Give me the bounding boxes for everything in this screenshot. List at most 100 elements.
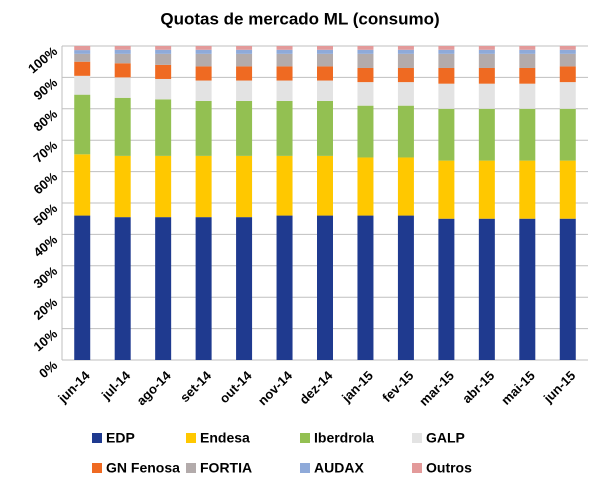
bar-segment (559, 46, 576, 50)
bar-segment (276, 53, 293, 67)
bar-segment (519, 83, 536, 109)
bar-segment (276, 215, 293, 360)
bar-segment (155, 78, 172, 100)
bar-segment (236, 49, 253, 54)
bar-segment (236, 100, 253, 156)
bar-segment (559, 160, 576, 219)
legend-swatch (186, 433, 196, 443)
bar-segment (357, 215, 374, 360)
bar-segment (559, 108, 576, 161)
bar-segment (478, 108, 495, 161)
bar-segment (357, 157, 374, 216)
y-tick-label: 10% (31, 326, 61, 354)
legend-swatch (300, 433, 310, 443)
bar-segment (357, 67, 374, 83)
bar-segment (438, 46, 455, 50)
bar-segment (559, 66, 576, 83)
bar-segment (236, 46, 253, 50)
bar-segment (317, 53, 333, 67)
bar-segment (74, 50, 91, 54)
bar-segment (317, 155, 333, 216)
x-tick-label: dez-14 (296, 367, 336, 407)
legend-swatch (412, 463, 422, 473)
x-tick-label: jul-14 (98, 367, 134, 403)
bar-segment (317, 46, 333, 50)
y-tick-label: 0% (36, 357, 60, 381)
bar-segment (195, 155, 212, 218)
bar-segment (276, 46, 293, 50)
x-tick-label: ago-14 (133, 367, 174, 408)
y-tick-label: 80% (31, 106, 61, 134)
legend-label: EDP (106, 430, 135, 446)
y-tick-label: 50% (31, 200, 61, 228)
bar-segment (74, 61, 91, 76)
bar-segment (155, 46, 172, 50)
y-tick-label: 90% (31, 75, 61, 103)
bar-segment (317, 49, 333, 54)
bar-segment (519, 160, 536, 219)
bar-segment (397, 215, 414, 360)
bar-segment (114, 49, 131, 54)
legend-swatch (92, 433, 102, 443)
bar-segment (357, 105, 374, 158)
x-tick-label: out-14 (216, 367, 255, 406)
bar-segment (559, 82, 576, 109)
bar-segment (114, 155, 131, 218)
bar-segment (478, 67, 495, 84)
bar-segment (438, 108, 455, 161)
legend-label: Iberdrola (314, 430, 374, 446)
bar-segment (195, 49, 212, 54)
legend-swatch (300, 463, 310, 473)
y-tick-label: 30% (31, 263, 61, 291)
bar-segment (519, 53, 536, 68)
bar-segment (397, 49, 414, 54)
bar-segment (276, 49, 293, 54)
bar-segment (195, 217, 212, 360)
bar-segment (357, 49, 374, 54)
legend-label: Endesa (200, 430, 250, 446)
x-tick-label: nov-14 (255, 367, 296, 408)
bar-segment (114, 77, 131, 98)
bar-segment (236, 217, 253, 360)
bar-segment (195, 46, 212, 50)
x-tick-label: set-14 (177, 367, 215, 405)
bar-segment (276, 100, 293, 156)
bar-segment (519, 67, 536, 84)
y-tick-label: 20% (31, 294, 61, 322)
bar-segment (438, 53, 455, 68)
legend-label: FORTIA (200, 460, 252, 476)
bar-segment (236, 66, 253, 81)
bar-segment (519, 49, 536, 54)
x-tick-label: mar-15 (416, 368, 457, 409)
bar-segment (397, 46, 414, 50)
legend-swatch (412, 433, 422, 443)
bar-segment (74, 46, 91, 51)
bar-segment (357, 53, 374, 68)
bar-segment (438, 218, 455, 360)
bar-segment (155, 64, 172, 79)
legend-label: AUDAX (314, 460, 364, 476)
bar-segment (357, 46, 374, 50)
legend-label: GN Fenosa (106, 460, 180, 476)
legend-swatch (92, 463, 102, 473)
bar-segment (397, 67, 414, 83)
bar-segment (195, 80, 212, 101)
bar-segment (438, 83, 455, 109)
bar-segment (397, 105, 414, 158)
y-tick-label: 70% (31, 137, 61, 165)
bar-segment (236, 155, 253, 218)
bar-segment (438, 67, 455, 84)
bar-segment (519, 108, 536, 161)
bar-segment (114, 217, 131, 360)
bar-segment (155, 53, 172, 65)
x-tick-label: fev-15 (379, 368, 416, 405)
bar-segment (114, 97, 131, 156)
bar-segment (155, 155, 172, 218)
legend-swatch (186, 463, 196, 473)
bar-segment (317, 80, 333, 101)
bar-segment (478, 53, 495, 68)
bar-segment (236, 80, 253, 101)
bar-segment (478, 218, 495, 360)
bar-segment (478, 49, 495, 54)
